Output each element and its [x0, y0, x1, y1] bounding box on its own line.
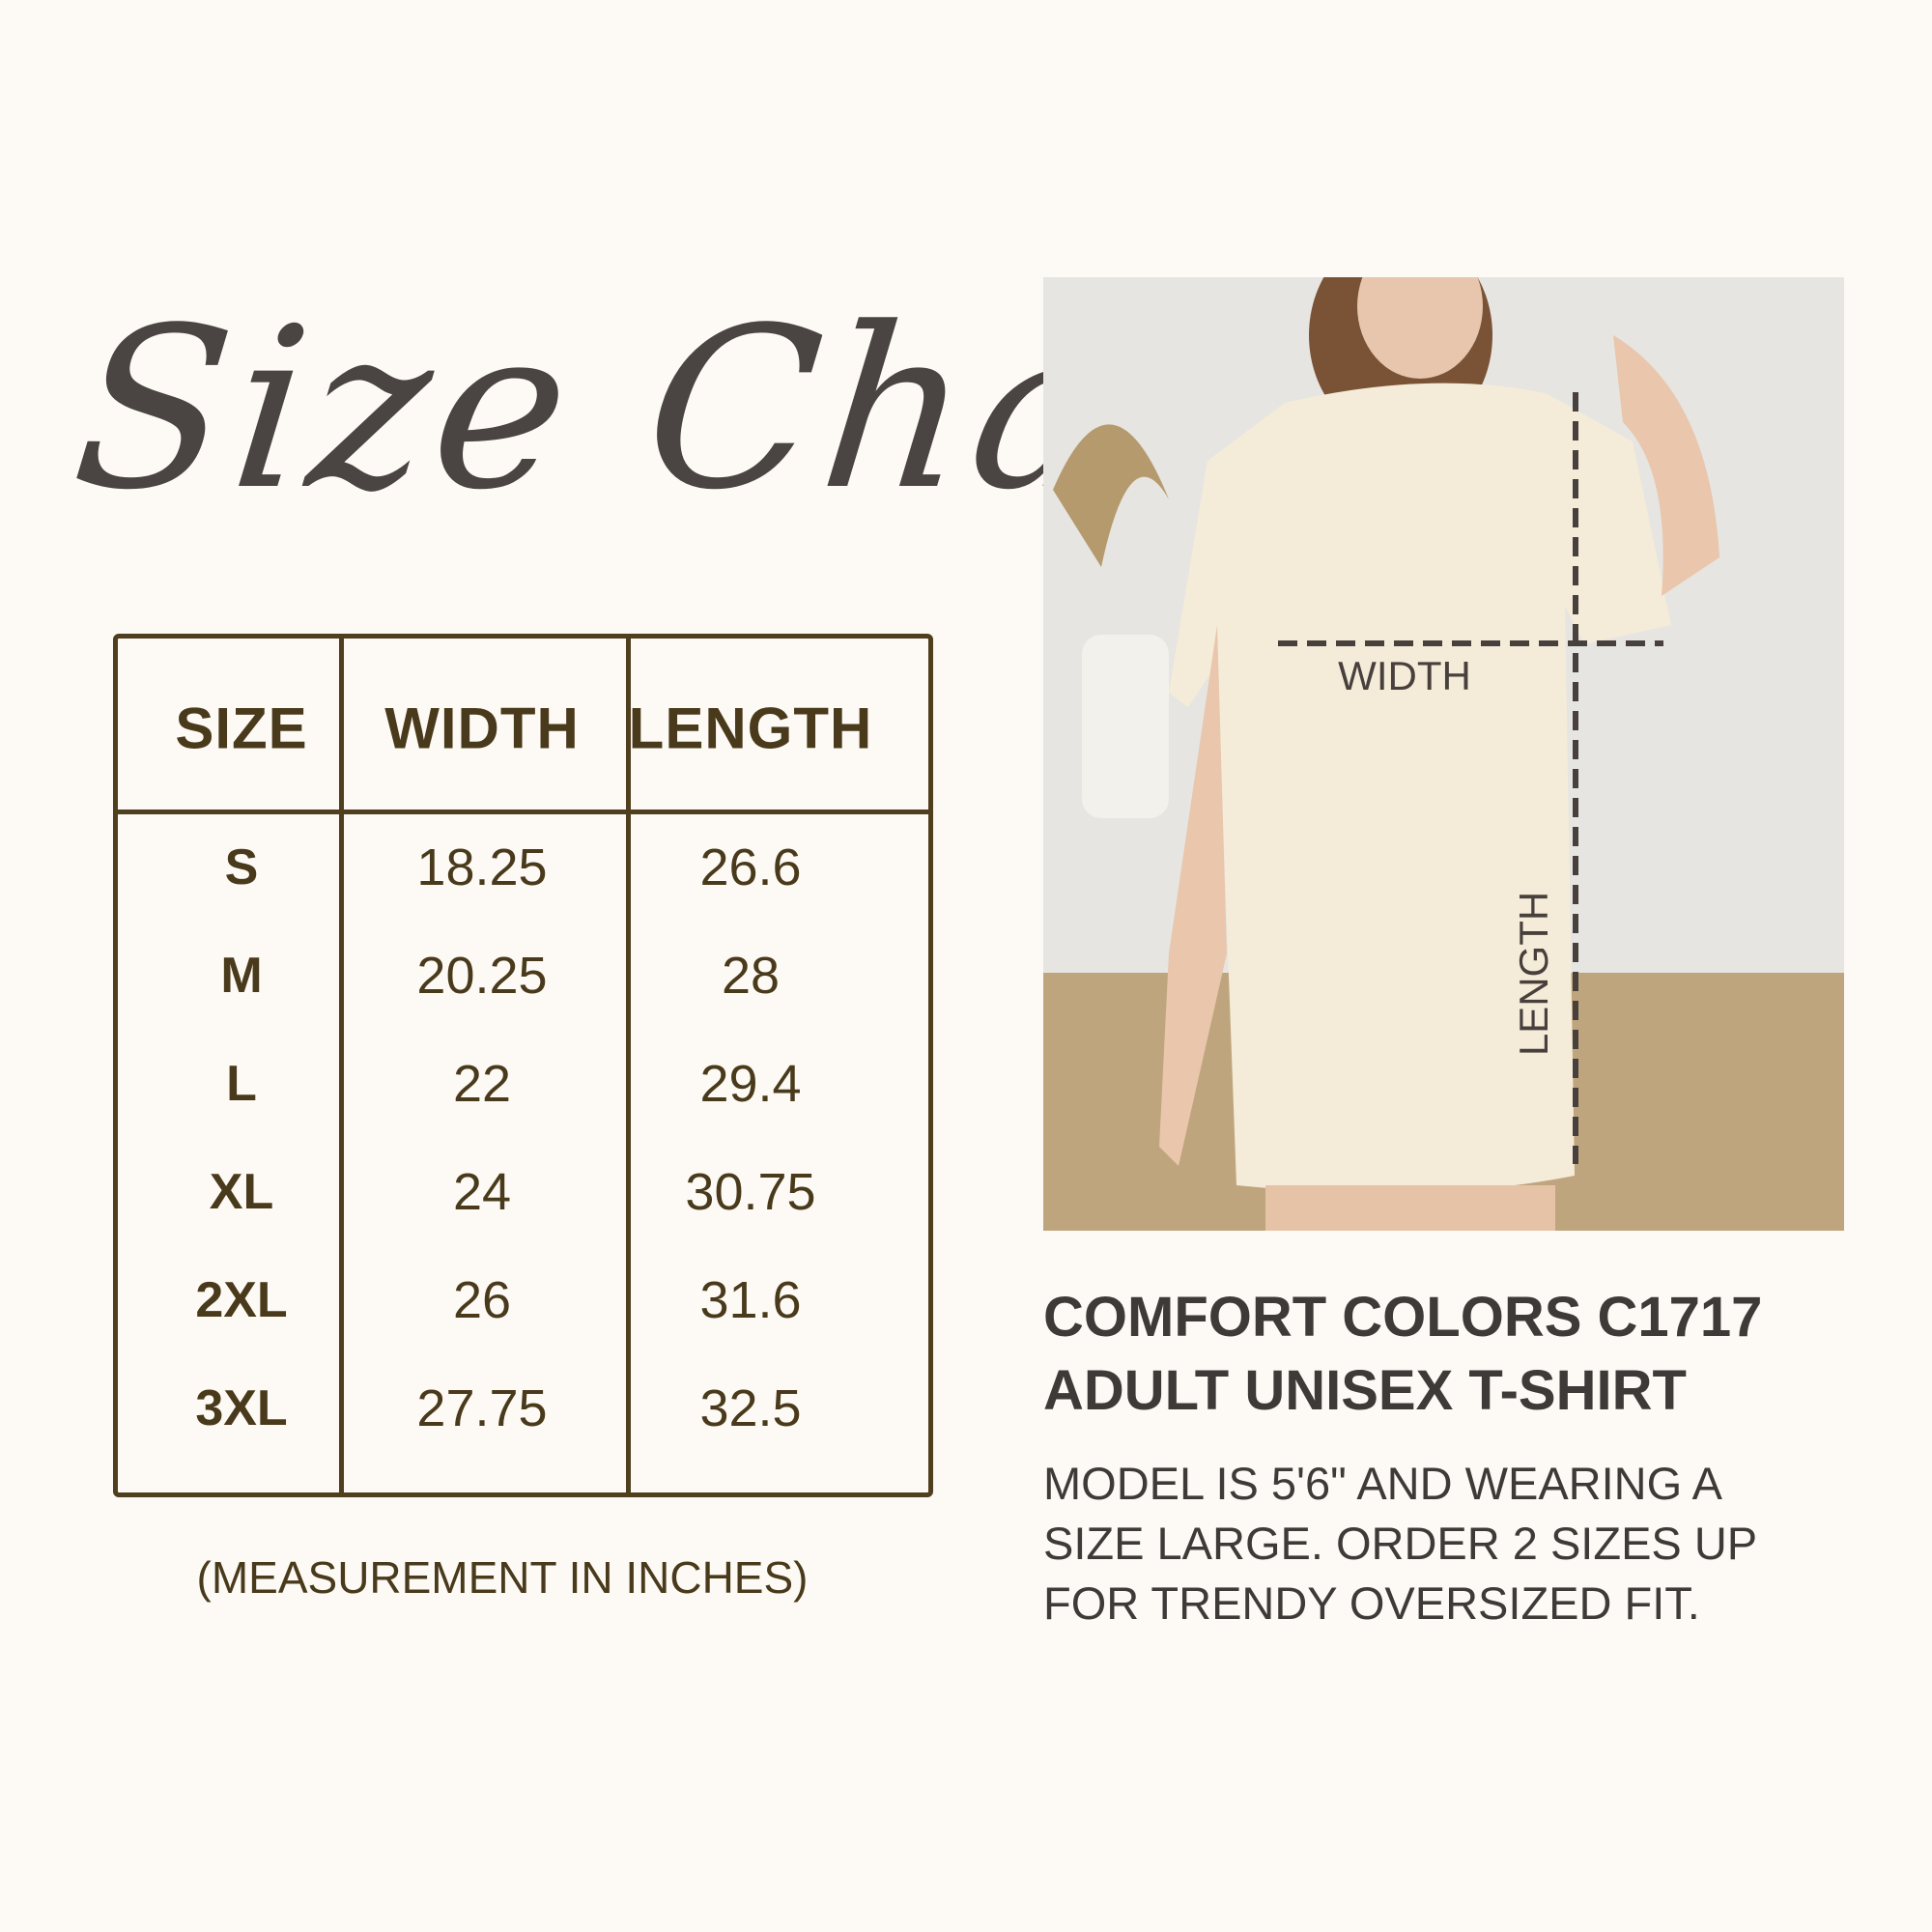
- cell-width: 18.25: [416, 838, 548, 896]
- cell-length: 32.5: [699, 1379, 802, 1437]
- fit-note-line-3: FOR TRENDY OVERSIZED FIT.: [1043, 1577, 1700, 1629]
- cell-length: 28: [721, 947, 781, 1005]
- size-table: SIZE WIDTH LENGTH S 18.25 26.6 M 20.25 28 L 22 29.4…: [113, 634, 933, 1497]
- divider: [339, 639, 344, 1492]
- cell-size: 2XL: [195, 1272, 288, 1328]
- header-length: LENGTH: [628, 696, 873, 761]
- divider: [118, 810, 928, 814]
- cell-length: 29.4: [699, 1055, 802, 1113]
- cell-width: 24: [452, 1163, 512, 1221]
- cell-size: M: [220, 948, 263, 1004]
- cell-length: 30.75: [685, 1163, 816, 1221]
- cell-length: 26.6: [699, 838, 802, 896]
- cell-size: 3XL: [195, 1380, 288, 1436]
- cell-size: S: [224, 839, 259, 895]
- length-label: LENGTH: [1511, 892, 1556, 1056]
- cell-size: XL: [209, 1164, 274, 1220]
- cell-width: 20.25: [416, 947, 548, 1005]
- product-heading-line-1: COMFORT COLORS C1717: [1043, 1286, 1763, 1349]
- cell-size: L: [226, 1056, 257, 1112]
- header-size: SIZE: [175, 696, 308, 761]
- cell-length: 31.6: [699, 1271, 802, 1329]
- model-photo: WIDTH LENGTH: [1043, 277, 1844, 1231]
- fit-note-line-2: SIZE LARGE. ORDER 2 SIZES UP: [1043, 1518, 1758, 1569]
- fit-note-line-1: MODEL IS 5'6" AND WEARING A: [1043, 1458, 1722, 1509]
- header-width: WIDTH: [384, 696, 580, 761]
- product-heading-line-2: ADULT UNISEX T-SHIRT: [1043, 1359, 1687, 1422]
- cell-width: 22: [452, 1055, 512, 1113]
- divider: [626, 639, 631, 1492]
- width-label: WIDTH: [1338, 653, 1471, 698]
- cell-width: 27.75: [416, 1379, 548, 1437]
- cell-width: 26: [452, 1271, 512, 1329]
- measurement-caption: (MEASUREMENT IN INCHES): [196, 1552, 809, 1603]
